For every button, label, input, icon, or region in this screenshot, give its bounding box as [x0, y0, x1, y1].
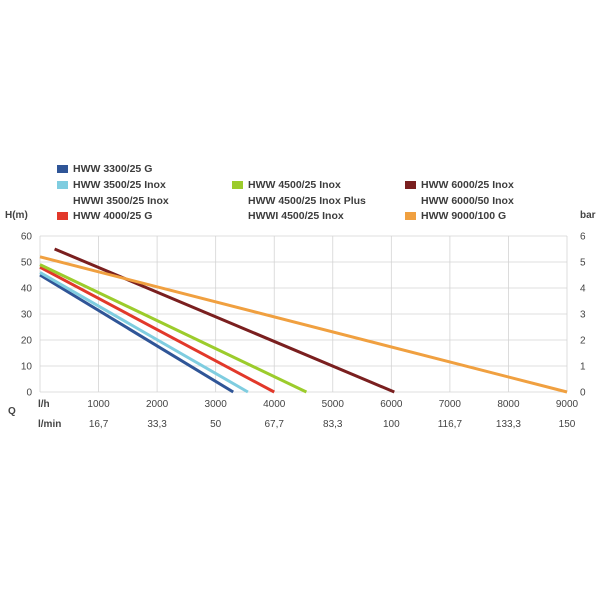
y-right-tick-label: 4 [580, 284, 586, 295]
series-line-5 [54, 247, 395, 394]
legend-label: HWW 4500/25 Inox Plus [248, 195, 366, 207]
y-right-tick-label: 0 [580, 388, 586, 399]
y-left-tick-label: 60 [21, 232, 33, 243]
x-tick-label-lh: 5000 [322, 399, 345, 410]
y-right-tick-label: 1 [580, 362, 586, 373]
x-tick-label-lmin: 83,3 [323, 419, 343, 430]
x-tick-label-lmin: 16,7 [89, 419, 109, 430]
series-line-2 [39, 271, 249, 394]
legend-item: HWWI 3500/25 Inox [57, 195, 169, 207]
y-left-tick-label: 10 [21, 362, 33, 373]
series-line-4 [39, 263, 308, 394]
grid [39, 235, 568, 393]
x-axis-q-label: Q [8, 406, 16, 417]
legend-swatch [57, 212, 68, 220]
y-left-tick-label: 20 [21, 336, 33, 347]
legend-item: HWW 4500/25 Inox Plus [232, 195, 366, 207]
legend-label: HWW 9000/100 G [421, 210, 507, 222]
legend-item: HWW 6000/25 Inox [405, 179, 514, 191]
x-tick-label-lmin: 50 [210, 419, 222, 430]
x-tick-label-lh: 8000 [497, 399, 520, 410]
x-tick-label-lmin: 133,3 [496, 419, 521, 430]
legend-item: HWW 4000/25 G [57, 210, 152, 222]
legend-label: HWWI 4500/25 Inox [248, 210, 344, 222]
legend-item: HWW 3500/25 Inox [57, 179, 166, 191]
x-tick-label-lh: 4000 [263, 399, 286, 410]
x-tick-label-lh: 9000 [556, 399, 579, 410]
series-line-6 [39, 255, 568, 394]
y-left-tick-label: 50 [21, 258, 33, 269]
x-tick-label-lh: 3000 [205, 399, 228, 410]
x-tick-label-lh: 2000 [146, 399, 169, 410]
x-tick-label-lmin: 67,7 [264, 419, 284, 430]
series-line-3 [39, 265, 275, 394]
legend-item: HWWI 4500/25 Inox [232, 210, 344, 222]
legend-label: HWW 3300/25 G [73, 163, 153, 175]
y-left-axis-title: H(m) [5, 210, 28, 221]
x-tick-label-lh: 6000 [380, 399, 403, 410]
legend-label: HWW 6000/50 Inox [421, 195, 514, 207]
legend-item: HWW 6000/50 Inox [405, 195, 514, 207]
x-tick-label-lmin: 150 [559, 419, 576, 430]
x-axis-unit-lmin: l/min [38, 419, 61, 430]
legend-item: HWW 3300/25 G [57, 163, 152, 175]
y-right-axis-title: bar [580, 210, 596, 221]
y-left-tick-label: 40 [21, 284, 33, 295]
x-tick-label-lh: 1000 [87, 399, 110, 410]
y-right-tick-label: 6 [580, 232, 586, 243]
legend-label: HWW 3500/25 Inox [73, 179, 166, 191]
x-tick-label-lmin: 33,3 [147, 419, 167, 430]
legend-swatch [57, 181, 68, 189]
y-left-tick-label: 0 [26, 388, 32, 399]
legend-label: HWWI 3500/25 Inox [73, 195, 169, 207]
legend-label: HWW 4000/25 G [73, 210, 153, 222]
legend-item: HWW 9000/100 G [405, 210, 506, 222]
series-line-1 [39, 273, 234, 394]
x-axis-unit-lh: l/h [38, 399, 50, 410]
series-lines [39, 247, 568, 394]
legend-label: HWW 4500/25 Inox [248, 179, 341, 191]
legend-item: HWW 4500/25 Inox [232, 179, 341, 191]
legend-swatch [232, 181, 243, 189]
y-right-tick-label: 2 [580, 336, 586, 347]
y-left-tick-label: 30 [21, 310, 33, 321]
axes: H(m) bar Q l/h l/min 0 0 10 1 20 2 30 3 40 4 50 5 60… [5, 210, 596, 430]
x-tick-label-lh: 7000 [439, 399, 462, 410]
legend-swatch [405, 212, 416, 220]
x-tick-label-lmin: 100 [383, 419, 400, 430]
x-tick-label-lmin: 116,7 [438, 419, 463, 430]
y-right-tick-label: 5 [580, 258, 586, 269]
y-right-tick-label: 3 [580, 310, 586, 321]
legend-swatch [405, 181, 416, 189]
legend-label: HWW 6000/25 Inox [421, 179, 514, 191]
legend-swatch [57, 165, 68, 173]
